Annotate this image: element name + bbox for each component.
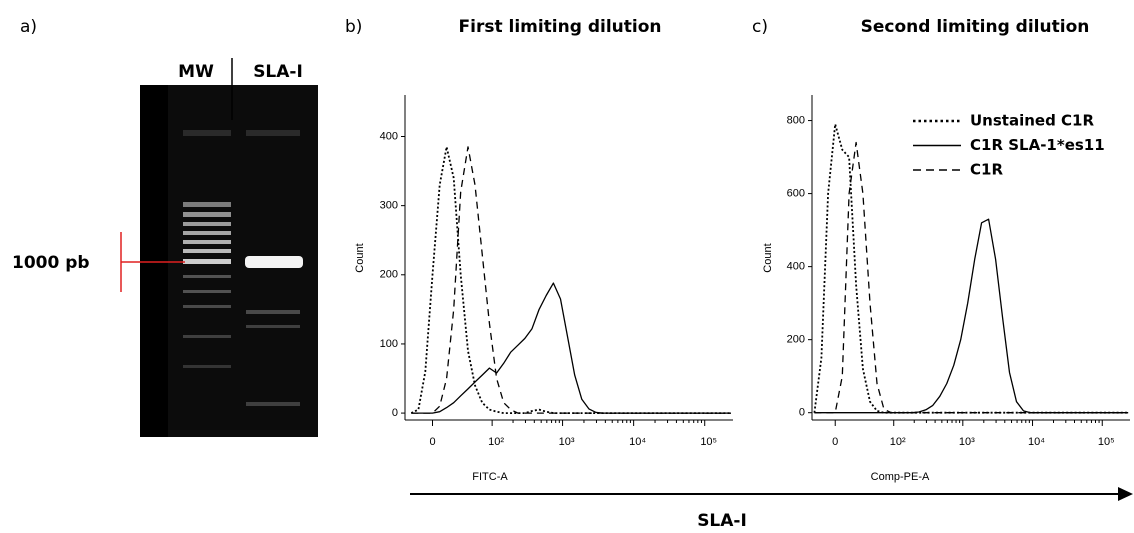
gel: MW SLA-I 1000 pb bbox=[12, 58, 318, 437]
series-line bbox=[410, 146, 731, 414]
y-tick-label: 300 bbox=[380, 200, 398, 212]
x-axis-label: Comp-PE-A bbox=[871, 471, 930, 483]
chart-title: Second limiting dilution bbox=[861, 17, 1090, 37]
x-axis-label: FITC-A bbox=[472, 471, 508, 483]
lane-label: SLA-I bbox=[253, 62, 303, 82]
legend-label: C1R SLA-1*es11 bbox=[970, 136, 1105, 154]
sla-band bbox=[245, 256, 303, 268]
panel-letter: c) bbox=[752, 17, 768, 37]
marker-label: 1000 pb bbox=[12, 253, 90, 273]
panel-letter: a) bbox=[20, 17, 37, 37]
y-tick-label: 600 bbox=[787, 188, 805, 200]
y-tick-label: 0 bbox=[392, 407, 398, 419]
y-tick-label: 800 bbox=[787, 114, 805, 126]
series-line bbox=[814, 218, 1129, 414]
series-line bbox=[411, 146, 731, 414]
lane-label: MW bbox=[178, 62, 214, 82]
shared-axis-label: SLA-I bbox=[697, 511, 747, 531]
y-tick-label: 100 bbox=[380, 338, 398, 350]
panel-letter: b) bbox=[345, 17, 362, 37]
arrow-head bbox=[1118, 487, 1133, 501]
x-tick-label: 10⁵ bbox=[700, 436, 717, 448]
legend-label: Unstained C1R bbox=[970, 112, 1094, 130]
y-tick-label: 400 bbox=[787, 261, 805, 273]
gel-edge bbox=[140, 85, 168, 437]
x-tick-label: 0 bbox=[429, 436, 435, 448]
legend-label: C1R bbox=[970, 161, 1003, 179]
x-tick-label: 10³ bbox=[559, 436, 575, 448]
ladder-bands bbox=[183, 130, 300, 406]
y-tick-label: 0 bbox=[799, 407, 805, 419]
series-line bbox=[814, 141, 1129, 414]
x-tick-label: 10³ bbox=[959, 436, 975, 448]
x-tick-label: 10² bbox=[488, 436, 504, 448]
x-tick-label: 10⁵ bbox=[1098, 436, 1115, 448]
x-tick-label: 10⁴ bbox=[1028, 436, 1045, 448]
x-tick-label: 10² bbox=[890, 436, 906, 448]
series-line bbox=[411, 282, 731, 414]
y-tick-label: 200 bbox=[787, 334, 805, 346]
y-tick-label: 400 bbox=[380, 130, 398, 142]
y-axis-label: Count bbox=[762, 243, 774, 272]
y-axis-label: Count bbox=[354, 243, 366, 272]
chart-title: First limiting dilution bbox=[459, 17, 662, 37]
x-tick-label: 0 bbox=[832, 436, 838, 448]
x-tick-label: 10⁴ bbox=[629, 436, 646, 448]
y-tick-label: 200 bbox=[380, 269, 398, 281]
